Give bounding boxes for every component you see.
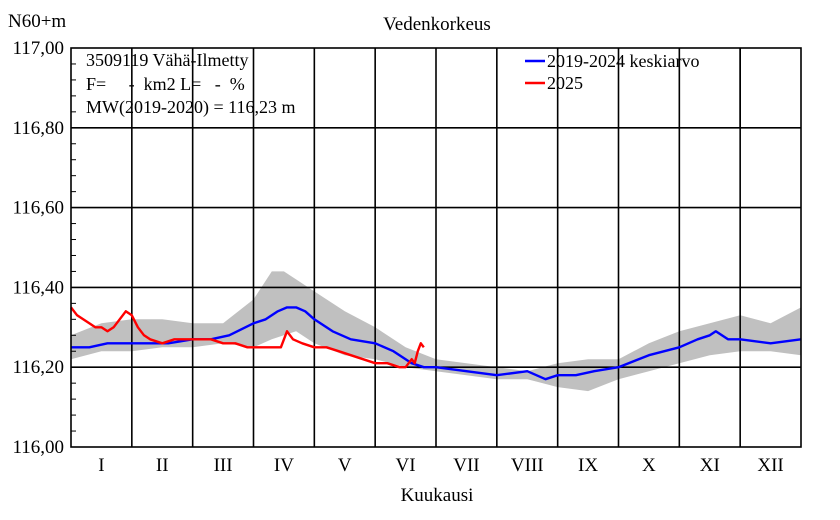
- legend: 2019-2024 keskiarvo 2025: [525, 51, 699, 93]
- series-lines: [70, 306, 802, 381]
- series-line-2025: [70, 306, 425, 369]
- legend-label-average: 2019-2024 keskiarvo: [547, 51, 699, 71]
- grid-lines: [71, 48, 801, 447]
- y-tick-labels: 116,00 116,20 116,40 116,60 116,80 117,00: [12, 38, 64, 458]
- x-tick-label: IV: [274, 455, 294, 476]
- x-tick-label: VI: [396, 455, 416, 476]
- station-name: 3509119 Vähä-Ilmetty: [86, 50, 248, 70]
- x-tick-label: IX: [578, 455, 598, 476]
- y-axis-label: N60+m: [8, 11, 66, 32]
- x-tick-label: V: [338, 455, 352, 476]
- x-tick-label: II: [156, 455, 169, 476]
- x-axis-label: Kuukausi: [401, 485, 474, 506]
- x-tick-label: XI: [700, 455, 720, 476]
- axes: [70, 47, 802, 448]
- y-tick-label: 116,00: [12, 437, 64, 458]
- x-tick-label: X: [642, 455, 656, 476]
- x-tick-label: VIII: [511, 455, 544, 476]
- catchment-info: F= - km2 L= - %: [86, 74, 245, 94]
- y-tick-label: 116,80: [12, 118, 64, 139]
- mean-level-info: MW(2019-2020) = 116,23 m: [86, 97, 295, 118]
- y-tick-label: 116,20: [12, 357, 64, 378]
- x-tick-label: III: [214, 455, 233, 476]
- legend-label-2025: 2025: [547, 73, 583, 93]
- x-tick-label: XII: [757, 455, 783, 476]
- plot-frame: [70, 47, 802, 448]
- y-tick-label: 116,60: [12, 198, 64, 219]
- x-tick-labels: I II III IV V VI VII VIII IX X XI XII: [98, 455, 784, 476]
- y-tick-label: 117,00: [12, 38, 64, 59]
- station-info: 3509119 Vähä-Ilmetty F= - km2 L= - % MW(…: [86, 50, 295, 118]
- chart-title: Vedenkorkeus: [383, 14, 491, 35]
- y-tick-label: 116,40: [12, 277, 64, 298]
- x-tick-label: VII: [453, 455, 479, 476]
- x-tick-label: I: [98, 455, 104, 476]
